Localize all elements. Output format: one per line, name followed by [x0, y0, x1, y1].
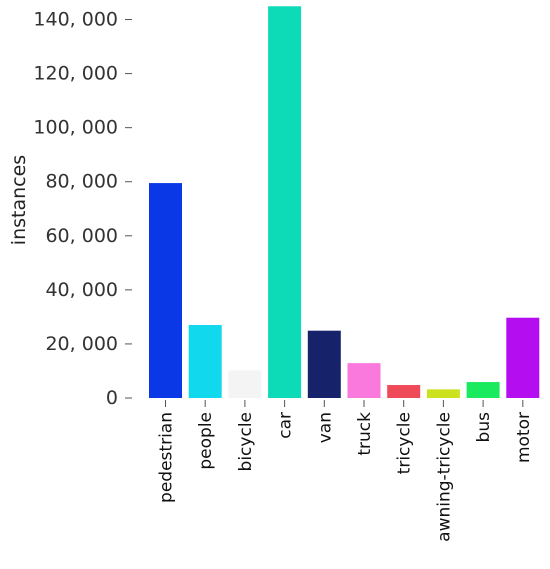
y-axis-title: instances [8, 155, 30, 245]
x-tick-label-car: car [276, 412, 296, 439]
y-tick-label: 40, 000 [45, 279, 118, 301]
bar-bus [466, 382, 500, 398]
bar-car [268, 6, 302, 398]
x-tick-label-bus: bus [474, 412, 494, 443]
x-tick-label-pedestrian: pedestrian [157, 412, 177, 503]
x-tick-label-van: van [315, 412, 335, 443]
x-axis: pedestrian people bicycle car van truck tricyc… [157, 400, 534, 542]
x-tick-label-truck: truck [355, 412, 375, 456]
bar-van [307, 330, 341, 398]
x-tick-label-bicycle: bicycle [236, 412, 256, 471]
x-tick-label-people: people [196, 412, 216, 470]
x-tick-label-tricycle: tricycle [395, 412, 415, 474]
y-tick-label: 140, 000 [33, 9, 118, 31]
bar-bicycle [228, 370, 262, 398]
y-axis: 0 20, 000 40, 000 60, 000 80, 000 100, 000 120… [33, 9, 132, 409]
bars [149, 6, 540, 398]
y-tick-label: 0 [106, 387, 118, 409]
y-tick-label: 20, 000 [45, 333, 118, 355]
y-tick-label: 100, 000 [33, 117, 118, 139]
bar-motor [506, 317, 540, 398]
bar-tricycle [387, 385, 421, 398]
bar-awning-tricycle [426, 389, 460, 398]
x-tick-label-motor: motor [514, 412, 534, 463]
bar-truck [347, 363, 381, 398]
bar-pedestrian [149, 183, 182, 398]
y-tick-label: 120, 000 [33, 63, 118, 85]
y-tick-label: 60, 000 [45, 225, 118, 247]
y-tick-label: 80, 000 [45, 171, 118, 193]
bar-people [188, 325, 222, 398]
x-tick-label-awning-tricycle: awning-tricycle [434, 412, 454, 542]
